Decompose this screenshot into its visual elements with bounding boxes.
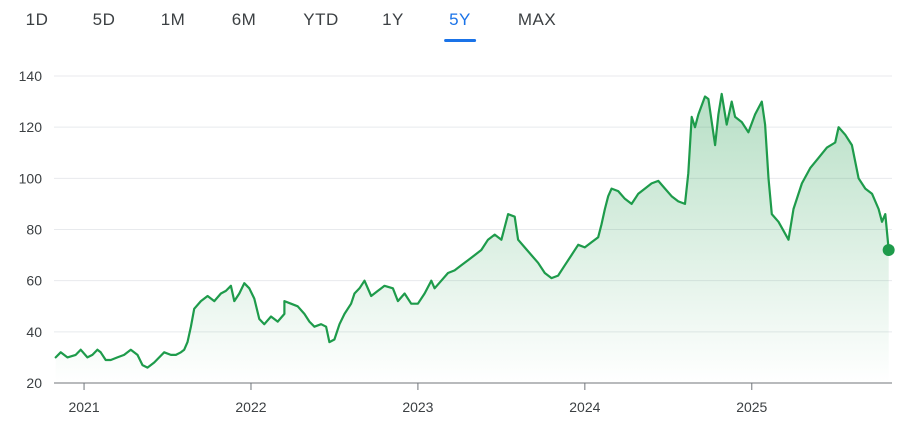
y-tick-label: 40 [26,324,42,340]
tab-6m[interactable]: 6M [232,10,257,34]
tab-label: 5Y [449,10,471,29]
y-tick-label: 100 [19,170,43,186]
tab-label: 1M [160,10,186,29]
tab-label: MAX [517,10,557,29]
tab-label: 1D [25,10,49,29]
tab-1d[interactable]: 1D [26,10,49,34]
y-tick-label: 80 [26,222,42,238]
tab-5d[interactable]: 5D [93,10,116,34]
x-tick-label: 2021 [68,399,99,415]
tab-ytd[interactable]: YTD [303,10,339,34]
last-price-dot[interactable] [882,243,895,256]
range-tabs: 1D 5D 1M 6M YTD 1Y 5Y MAX [0,0,916,44]
tab-5y[interactable]: 5Y [443,10,476,42]
y-tick-label: 20 [26,375,42,391]
tab-1m[interactable]: 1M [161,10,186,34]
x-tick-label: 2023 [402,399,433,415]
x-tick-label: 2022 [235,399,266,415]
tab-1y[interactable]: 1Y [382,10,404,34]
active-tab-underline [443,39,476,42]
y-tick-label: 140 [19,68,43,84]
x-tick-label: 2024 [569,399,600,415]
tab-label: 6M [231,10,257,29]
tab-label: 5D [92,10,116,29]
price-line [54,92,890,369]
area-fill [55,93,889,384]
y-tick-label: 60 [26,273,42,289]
x-tick-label: 2025 [736,399,767,415]
tab-label: 1Y [382,10,404,29]
y-tick-label: 120 [19,119,43,135]
tab-max[interactable]: MAX [518,10,556,34]
tab-label: YTD [303,10,339,29]
